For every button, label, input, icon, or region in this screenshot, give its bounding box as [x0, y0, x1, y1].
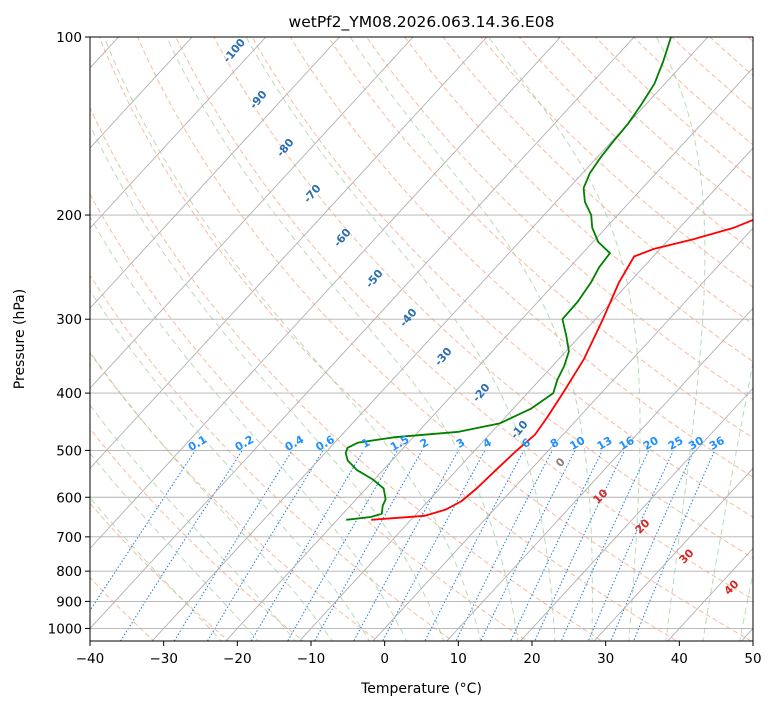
x-axis-label: Temperature (°C) — [360, 681, 482, 697]
dry-adiabat-line — [289, 37, 753, 478]
dry-adiabat-line — [90, 502, 230, 641]
isotherm-line — [90, 37, 340, 309]
isotherm-line — [372, 227, 753, 641]
y-tick-label: 400 — [56, 386, 82, 402]
dry-adiabat-line — [365, 37, 753, 401]
temperature-profile-line — [371, 218, 753, 521]
dry-adiabat-line — [327, 37, 753, 439]
y-tick-label: 100 — [56, 30, 82, 46]
isotherm-line — [520, 387, 753, 641]
y-axis-label: Pressure (hPa) — [12, 289, 28, 389]
dry-adiabat-line — [137, 37, 753, 641]
isotherm-line — [90, 37, 488, 469]
x-tick-label: −10 — [297, 651, 326, 667]
isotherm-line — [90, 37, 193, 149]
dry-adiabat-line — [90, 352, 379, 641]
isotherm-line — [90, 37, 267, 229]
dry-adiabat-line — [251, 37, 753, 518]
dry-adiabat-line — [90, 106, 603, 641]
dry-adiabat-line — [442, 37, 753, 325]
x-tick-label: 40 — [671, 651, 688, 667]
isotherm-line — [446, 307, 753, 641]
isotherm-line — [90, 37, 561, 550]
isotherm-line — [225, 67, 753, 641]
x-tick-label: 30 — [597, 651, 614, 667]
dry-adiabat-line — [90, 427, 305, 641]
x-tick-label: 50 — [744, 651, 761, 667]
y-tick-label: 600 — [56, 490, 82, 506]
isotherm-line — [90, 37, 414, 389]
moist-adiabat-line — [90, 452, 259, 641]
isotherm-line — [90, 37, 635, 630]
y-tick-label: 700 — [56, 530, 82, 546]
x-tick-label: 20 — [523, 651, 540, 667]
dewpoint-profile-line — [344, 37, 672, 521]
x-tick-label: −40 — [76, 651, 105, 667]
x-tick-label: −20 — [223, 651, 252, 667]
y-tick-label: 500 — [56, 443, 82, 459]
dry-adiabat-line — [98, 37, 678, 641]
dry-adiabat-line — [90, 274, 454, 641]
x-tick-label: −30 — [149, 651, 178, 667]
y-tick-label: 800 — [56, 564, 82, 580]
y-tick-label: 900 — [56, 594, 82, 610]
x-tick-label: 10 — [450, 651, 467, 667]
moist-adiabat-line — [90, 216, 408, 641]
chart-title: wetPf2_YM08.2026.063.14.36.E08 — [289, 13, 555, 32]
y-tick-label: 200 — [56, 208, 82, 224]
x-tick-label: 0 — [380, 651, 389, 667]
plot-background — [90, 37, 753, 641]
axis-ticks: −40 −30 −20 −10 0 10 20 30 40 50 100 200 300 400 500 60… — [48, 30, 762, 667]
dry-adiabat-line — [90, 193, 529, 641]
isotherm-line — [299, 147, 753, 641]
data-series — [344, 37, 753, 521]
y-tick-label: 1000 — [48, 622, 82, 638]
plot-frame — [89, 36, 754, 642]
isotherm-line — [151, 37, 709, 641]
y-tick-label: 300 — [56, 312, 82, 328]
dry-adiabat-line — [480, 37, 753, 288]
isotherm-line — [593, 467, 753, 641]
background-lines — [90, 37, 753, 641]
